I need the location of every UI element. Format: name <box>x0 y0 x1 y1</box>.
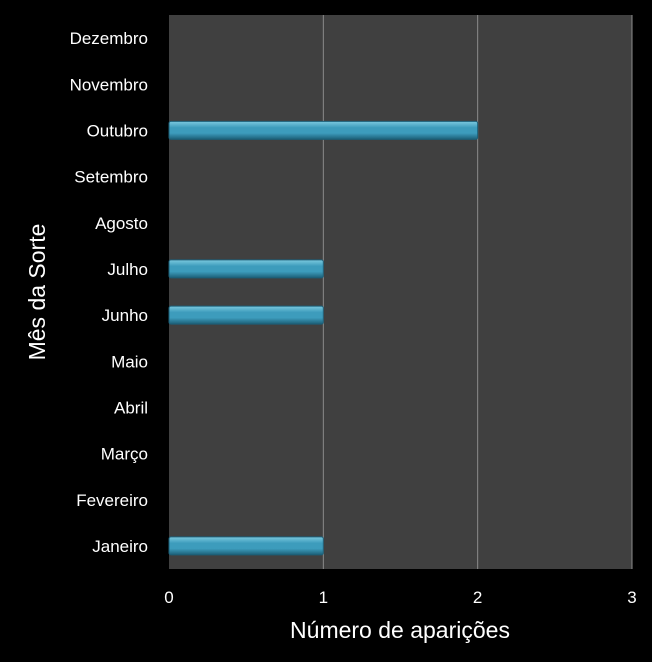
category-labels: Janeiro Fevereiro Março Abril Maio Junho Julho… <box>70 29 148 556</box>
bars <box>168 120 479 556</box>
bar-junho <box>168 305 324 325</box>
category-label: Fevereiro <box>76 491 148 510</box>
bar-outubro <box>168 120 479 140</box>
x-tick-label: 2 <box>473 588 482 607</box>
category-label: Outubro <box>87 121 148 140</box>
category-label: Abril <box>114 398 148 417</box>
category-label: Junho <box>102 306 148 325</box>
gridlines <box>322 15 633 569</box>
category-label: Março <box>101 445 148 464</box>
x-tick-labels: 0 1 2 3 <box>164 588 636 607</box>
plot-area <box>169 15 632 569</box>
category-label: Agosto <box>95 214 148 233</box>
category-label: Dezembro <box>70 29 148 48</box>
category-label: Maio <box>111 352 148 371</box>
category-label: Setembro <box>74 168 148 187</box>
category-label: Janeiro <box>92 537 148 556</box>
bar-janeiro <box>168 536 324 556</box>
category-label: Julho <box>107 260 148 279</box>
category-label: Novembro <box>70 75 148 94</box>
x-tick-label: 1 <box>319 588 328 607</box>
x-tick-label: 0 <box>164 588 173 607</box>
bar-julho <box>168 259 324 279</box>
x-tick-label: 3 <box>627 588 636 607</box>
x-axis-title: Número de aparições <box>290 617 510 643</box>
y-axis-title: Mês da Sorte <box>24 224 50 361</box>
